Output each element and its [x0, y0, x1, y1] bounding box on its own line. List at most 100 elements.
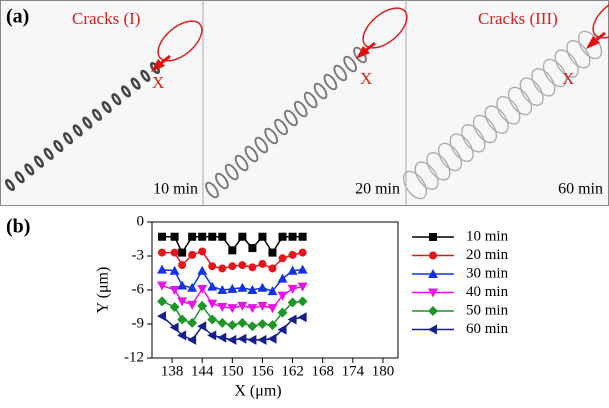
- highlight-ellipse: [592, 0, 609, 39]
- crack: [72, 124, 83, 137]
- time-label: 60 min: [558, 181, 603, 198]
- crack: [4, 178, 16, 192]
- data-point: [177, 330, 187, 341]
- data-point: [169, 286, 180, 295]
- arrow-head: [356, 46, 370, 59]
- crack: [14, 171, 25, 184]
- data-point: [177, 280, 188, 290]
- y-tick-label: -12: [124, 349, 144, 365]
- data-point: [278, 232, 287, 241]
- crack: [101, 100, 112, 114]
- crack: [140, 69, 151, 82]
- panel-label: (b): [6, 216, 30, 238]
- crack: [507, 86, 533, 116]
- legend-label: 30 min: [466, 265, 509, 281]
- point-label: X: [360, 69, 372, 88]
- data-point: [248, 263, 257, 272]
- data-point: [297, 264, 308, 274]
- data-point: [228, 246, 237, 255]
- crack: [234, 154, 249, 172]
- data-point: [157, 296, 168, 307]
- data-point: [268, 248, 277, 257]
- data-point: [218, 264, 227, 273]
- data-point: [218, 232, 227, 241]
- data-point: [198, 247, 207, 256]
- legend-marker: [428, 288, 438, 298]
- crack: [120, 85, 132, 98]
- crack: [284, 109, 298, 127]
- crack: [333, 64, 348, 82]
- crack: [496, 96, 521, 125]
- data-point: [158, 232, 167, 241]
- crack: [24, 163, 35, 176]
- arrow-head: [151, 59, 165, 72]
- x-tick-label: 138: [161, 363, 184, 379]
- data-point: [297, 282, 308, 292]
- data-point: [257, 301, 268, 311]
- crack: [449, 133, 474, 162]
- data-point: [197, 321, 207, 332]
- data-point: [288, 250, 297, 259]
- data-point: [238, 232, 247, 241]
- crack: [254, 136, 269, 154]
- data-point: [287, 284, 298, 294]
- data-point: [277, 273, 288, 283]
- crack: [214, 172, 229, 190]
- crack-label: Cracks (I): [72, 9, 140, 28]
- crack: [437, 142, 463, 172]
- crack: [323, 73, 338, 91]
- data-point: [227, 283, 238, 293]
- data-point: [208, 232, 217, 241]
- data-point: [157, 264, 168, 274]
- data-point: [267, 286, 278, 296]
- crack: [519, 77, 544, 106]
- crack: [542, 58, 568, 88]
- legend-marker: [428, 324, 437, 335]
- data-point: [227, 320, 238, 331]
- data-point: [277, 291, 288, 301]
- crack: [461, 124, 486, 153]
- panel-a-frame: [0, 0, 609, 206]
- data-point: [267, 320, 278, 331]
- y-tick-label: 0: [137, 213, 145, 229]
- x-tick-label: 144: [191, 363, 214, 379]
- highlight-ellipse: [362, 7, 408, 49]
- data-point: [198, 232, 207, 241]
- data-point: [267, 304, 278, 314]
- crack: [33, 155, 45, 168]
- data-point: [169, 302, 180, 312]
- data-point: [188, 232, 197, 241]
- legend-marker: [428, 306, 438, 316]
- crack: [264, 127, 279, 145]
- data-point: [237, 301, 248, 311]
- data-point: [297, 296, 308, 307]
- data-point: [188, 250, 197, 259]
- data-point: [248, 244, 257, 253]
- data-point: [298, 248, 307, 257]
- highlight-ellipse: [157, 20, 203, 62]
- data-point: [187, 300, 198, 310]
- data-point: [158, 248, 167, 257]
- data-point: [227, 334, 237, 345]
- data-point: [238, 261, 247, 270]
- crack: [205, 181, 219, 199]
- crack: [244, 145, 259, 163]
- crack: [343, 55, 358, 73]
- crack: [472, 114, 498, 144]
- crack: [402, 170, 428, 200]
- data-point: [228, 262, 237, 271]
- x-tick-label: 168: [311, 363, 334, 379]
- data-point: [197, 300, 208, 311]
- time-label: 10 min: [153, 181, 198, 198]
- x-tick-label: 180: [372, 363, 395, 379]
- arrow-head: [586, 36, 600, 49]
- crack: [531, 68, 556, 97]
- crack: [313, 82, 328, 100]
- crack: [91, 108, 103, 121]
- x-tick-label: 162: [281, 363, 304, 379]
- data-point: [217, 317, 228, 328]
- x-tick-label: 150: [221, 363, 244, 379]
- crack: [274, 118, 288, 136]
- data-point: [257, 282, 268, 292]
